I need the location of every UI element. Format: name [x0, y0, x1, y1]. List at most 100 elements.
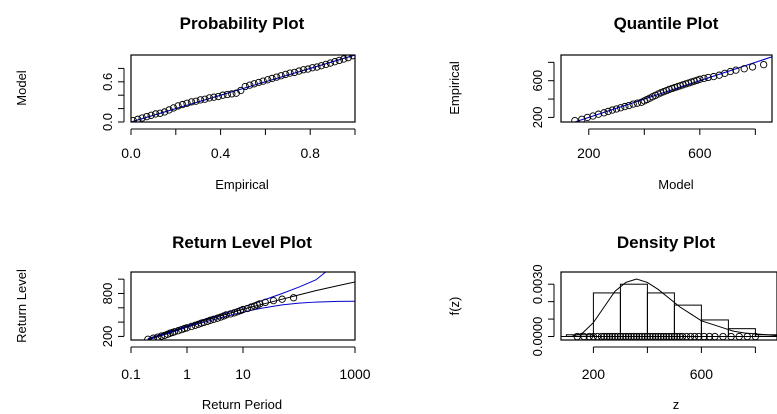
- y-tick-label: 0.0: [100, 113, 115, 131]
- return-level-plot-panel: Return Level Plot Return Period Return Lev…: [14, 233, 371, 412]
- data-point: [256, 300, 264, 308]
- histogram-bar: [673, 304, 702, 338]
- data-point: [286, 69, 294, 77]
- data-point: [243, 304, 252, 313]
- data-point: [255, 78, 263, 87]
- data-point: [144, 335, 152, 340]
- x-tick-label: 600: [690, 366, 714, 382]
- data-point: [263, 76, 272, 84]
- data-point: [299, 66, 308, 74]
- data-point: [710, 72, 718, 81]
- data-point: [621, 102, 629, 111]
- x-axis-label: Model: [658, 177, 694, 192]
- data-point: [629, 100, 637, 108]
- x-axis-label: Empirical: [215, 177, 269, 192]
- x-axis-label: z: [673, 397, 680, 412]
- data-point: [156, 109, 164, 117]
- y-tick-label: 200: [530, 107, 545, 129]
- data-point: [149, 334, 157, 340]
- data-point: [219, 91, 227, 99]
- data-point: [633, 99, 641, 107]
- data-point: [349, 55, 355, 60]
- data-point: [571, 116, 579, 122]
- plot-frame: [130, 271, 356, 341]
- data-point: [269, 296, 278, 305]
- data-point: [625, 101, 633, 110]
- data-point: [261, 298, 269, 307]
- data-point: [178, 100, 187, 109]
- data-point: [174, 102, 182, 110]
- data-point: [154, 333, 162, 340]
- data-point: [278, 295, 286, 303]
- data-point: [151, 110, 160, 118]
- data-point: [726, 67, 735, 76]
- data-point: [617, 104, 625, 112]
- x-tick-label: 200: [577, 145, 601, 161]
- density-plot-panel: Density Plot z f(z) 200 600 0.0000 0.0030: [447, 233, 777, 412]
- plot-area: [561, 278, 777, 340]
- data-point: [203, 317, 211, 326]
- data-point: [295, 67, 303, 75]
- x-tick-label: 0.8: [300, 145, 320, 161]
- data-point: [131, 117, 137, 122]
- x-axis-label: Return Period: [202, 397, 282, 412]
- data-point: [160, 108, 169, 116]
- data-point: [340, 55, 348, 63]
- data-point: [317, 62, 326, 70]
- data-point: [228, 90, 236, 98]
- data-point: [281, 70, 290, 79]
- y-tick-label: 0.6: [100, 73, 115, 91]
- data-point: [700, 74, 708, 83]
- data-point: [143, 112, 151, 121]
- data-point: [304, 65, 312, 73]
- y-tick-label: 0.0030: [530, 264, 545, 304]
- data-point: [201, 95, 209, 103]
- chart-title: Probability Plot: [180, 14, 305, 33]
- y-tick-label: 0.0000: [530, 317, 545, 357]
- y-tick-label: 600: [530, 70, 545, 92]
- data-point: [760, 60, 768, 69]
- data-point: [732, 66, 740, 74]
- data-point: [206, 316, 214, 324]
- histogram-bar: [619, 283, 648, 338]
- data-point: [250, 80, 258, 88]
- data-point: [335, 56, 343, 65]
- data-point: [268, 74, 276, 83]
- y-axis-label: Return Level: [14, 269, 29, 343]
- data-point: [241, 82, 249, 91]
- plot-frame: [560, 54, 773, 123]
- y-axis-label: Model: [14, 70, 29, 106]
- data-point: [604, 107, 612, 116]
- data-point: [246, 81, 254, 89]
- data-point: [165, 106, 173, 114]
- data-point: [187, 322, 196, 331]
- data-point: [313, 63, 321, 71]
- y-tick-label: 200: [100, 326, 115, 348]
- histogram-bar: [592, 292, 621, 338]
- data-point: [290, 68, 299, 77]
- data-point: [696, 75, 704, 83]
- x-tick-label: 200: [582, 366, 606, 382]
- data-point: [740, 65, 748, 73]
- data-point: [205, 94, 214, 102]
- data-point: [223, 90, 231, 99]
- probability-plot-panel: Probability Plot Empirical Model 0.0 0.4 0.8 0…: [14, 14, 356, 192]
- data-point: [289, 294, 298, 302]
- data-point: [308, 64, 317, 72]
- chart-title: Density Plot: [617, 233, 716, 252]
- data-point: [322, 60, 330, 69]
- chart-title: Return Level Plot: [172, 233, 312, 252]
- data-point: [214, 92, 223, 101]
- chart-title: Quantile Plot: [614, 14, 719, 33]
- data-point: [187, 98, 196, 106]
- data-point: [183, 99, 191, 107]
- data-point: [272, 73, 281, 81]
- data-point: [147, 111, 155, 119]
- data-point: [344, 55, 352, 62]
- data-point: [169, 104, 178, 112]
- x-tick-label: 1: [183, 366, 191, 382]
- x-tick-label: 0.0: [121, 145, 141, 161]
- quantile-plot-panel: Quantile Plot Model Empirical 200 600 200 600: [447, 14, 773, 192]
- data-point: [200, 318, 208, 327]
